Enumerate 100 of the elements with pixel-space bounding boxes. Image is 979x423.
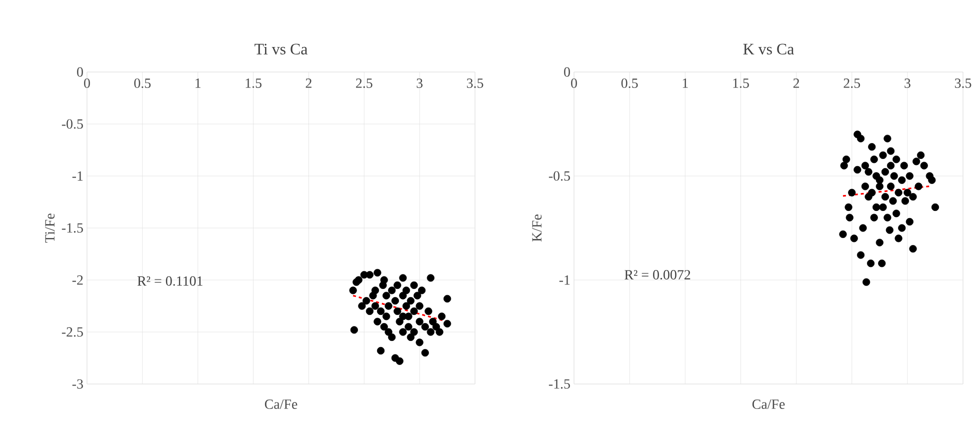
point (402, 286, 410, 294)
y-axis-title: K/Fe (532, 214, 542, 242)
point (840, 162, 848, 170)
point (846, 214, 854, 222)
point (374, 318, 382, 326)
point (884, 134, 892, 142)
point (894, 188, 902, 196)
point (884, 214, 892, 222)
point (443, 320, 452, 328)
point (892, 156, 900, 164)
point (406, 333, 415, 341)
point (906, 218, 914, 226)
x-tick-label: 0 (84, 78, 90, 88)
x-tick-label: 3.5 (954, 78, 972, 88)
point (416, 318, 424, 326)
y-tick-label: -3 (72, 379, 83, 389)
chart-title: Ti vs Ca (254, 44, 308, 54)
point (879, 151, 887, 159)
point (399, 328, 407, 336)
point (388, 333, 396, 341)
point (844, 203, 852, 211)
x-tick-label: 2 (793, 78, 800, 88)
x-tick-label: 0.5 (621, 78, 638, 88)
point (906, 172, 914, 180)
point (916, 151, 925, 159)
point (886, 147, 895, 155)
y-tick-label: -0.5 (62, 119, 83, 129)
point (421, 349, 429, 357)
point (876, 238, 884, 246)
point (864, 168, 872, 176)
point (931, 203, 940, 211)
point (358, 302, 366, 310)
point (394, 281, 402, 289)
point (424, 307, 432, 315)
point (920, 162, 928, 170)
y-tick-label: -2 (72, 275, 83, 285)
point (429, 318, 437, 326)
point (876, 176, 884, 184)
y-tick-label: -1.5 (62, 223, 83, 233)
point (391, 297, 399, 305)
point (416, 338, 424, 346)
point (912, 158, 920, 166)
point (878, 260, 886, 268)
point (876, 182, 884, 190)
point (854, 166, 862, 174)
point (886, 162, 895, 170)
annotation: R² = 0.0072 (624, 270, 690, 280)
x-tick-label: 1.5 (246, 78, 262, 88)
y-tick-label: -2.5 (62, 327, 83, 337)
point (890, 172, 898, 180)
point (366, 307, 374, 315)
y-tick-label: -1 (559, 275, 570, 285)
point (928, 176, 936, 184)
point (426, 328, 434, 336)
point (366, 271, 374, 279)
point (384, 328, 392, 336)
y-tick-label: 0 (564, 67, 570, 77)
point (886, 182, 895, 190)
point (382, 292, 390, 300)
point (894, 234, 902, 242)
point (870, 214, 878, 222)
point (868, 188, 876, 196)
point (909, 245, 917, 253)
point (866, 260, 875, 268)
y-tick-label: -0.5 (548, 171, 570, 181)
x-tick-label: 3 (904, 78, 910, 88)
point (399, 274, 407, 282)
point (404, 323, 412, 331)
point (842, 156, 850, 164)
point (394, 307, 402, 315)
point (879, 203, 887, 211)
point (861, 182, 870, 190)
point (410, 328, 418, 336)
point (399, 292, 407, 300)
point (881, 193, 890, 201)
point (898, 224, 906, 232)
point (839, 230, 847, 238)
point (904, 188, 912, 196)
x-tick-label: 2.5 (356, 78, 372, 88)
chart-title: K vs Ca (743, 44, 794, 54)
point (872, 203, 880, 211)
point (870, 156, 878, 164)
x-tick-label: 2 (306, 78, 312, 88)
point (374, 268, 382, 277)
point (416, 302, 424, 310)
point (436, 328, 444, 336)
point (410, 281, 418, 289)
point (426, 274, 434, 282)
point (414, 292, 422, 300)
x-tick-label: 1.5 (733, 78, 749, 88)
point (376, 307, 385, 315)
point (362, 297, 370, 305)
point (886, 226, 894, 234)
point (850, 234, 858, 242)
point (384, 302, 392, 310)
point (406, 297, 415, 305)
y-axis-title: Ti/Fe (45, 214, 55, 243)
point (350, 326, 358, 334)
point (901, 197, 910, 205)
point (396, 357, 404, 365)
